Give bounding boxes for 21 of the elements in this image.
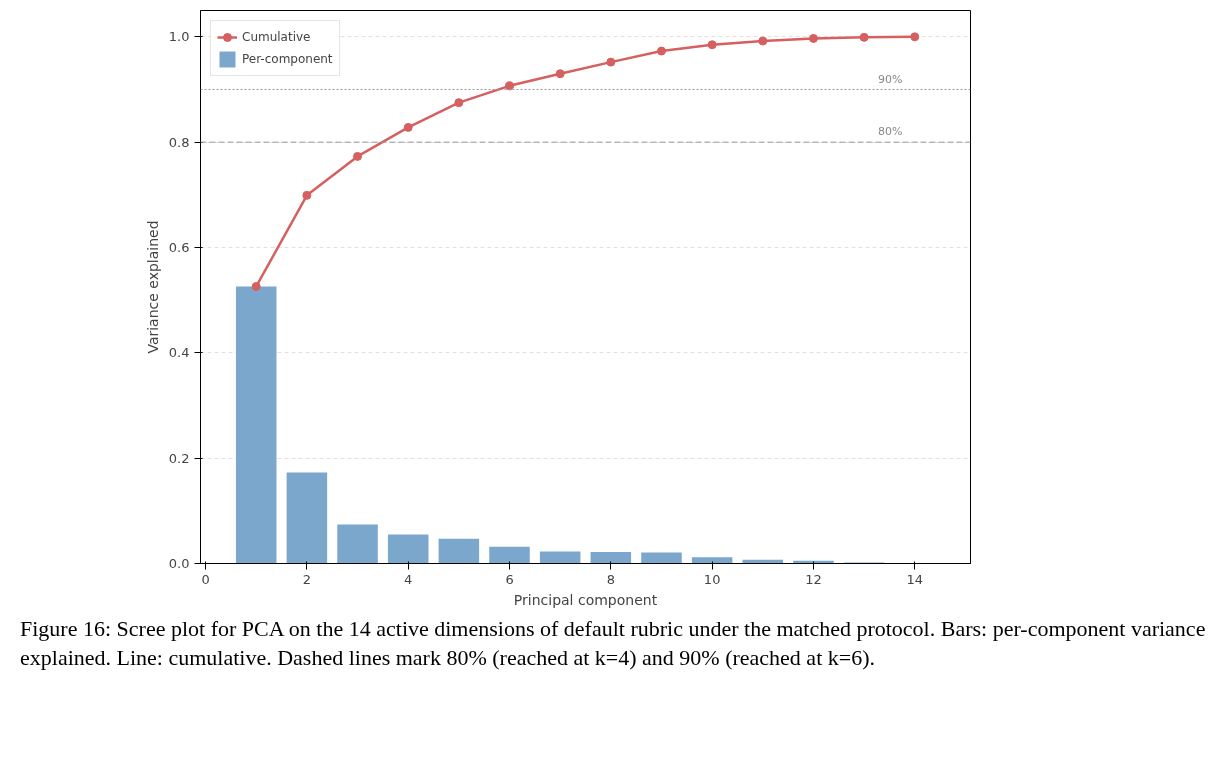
x-tick-label: 4: [404, 571, 413, 587]
y-tick-label: 0.2: [168, 450, 190, 466]
x-tick-label: 10: [703, 571, 721, 587]
y-tick-label: 1.0: [168, 29, 190, 45]
caption: Figure 16: Scree plot for PCA on the 14 active dimensions of default rubric under the matched protocol. Bars: per-component variance explained. Line: cumulative. Dashed lines mark 80% (reached at k=4) and 90% (reached at k=6).: [20, 615, 1207, 672]
y-tick-label: 0.0: [168, 556, 190, 571]
x-tick-label: 14: [906, 571, 924, 587]
x-tick-label: 0: [201, 571, 210, 587]
y-tick-label: 0.6: [168, 240, 190, 255]
legend-label: Per-component: [242, 52, 333, 66]
x-tick-label: 2: [302, 571, 312, 587]
x-tick-label: 8: [606, 571, 615, 587]
x-axis-title: Principal component: [513, 591, 658, 608]
y-tick-label: 0.8: [168, 134, 190, 150]
x-tick-label: 6: [505, 571, 514, 587]
ref-line-label: 80%: [878, 125, 903, 139]
x-tick-label: 12: [805, 571, 822, 587]
y-tick-label: 0.4: [168, 345, 190, 361]
legend-label: Cumulative: [242, 30, 311, 44]
ref-line-label: 90%: [878, 72, 903, 86]
y-axis-title: Variance explained: [144, 220, 161, 354]
